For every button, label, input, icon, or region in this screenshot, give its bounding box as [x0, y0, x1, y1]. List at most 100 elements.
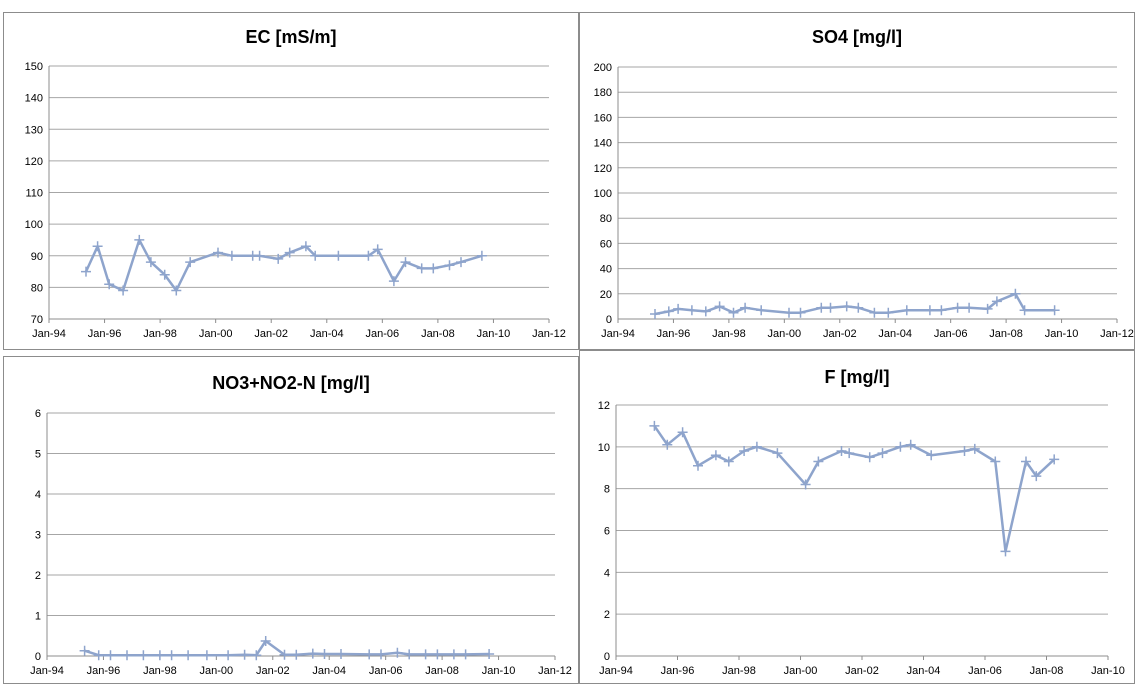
y-tick-label: 110 — [25, 188, 43, 200]
x-tick-label: Jan-04 — [907, 665, 941, 677]
data-point — [279, 649, 290, 660]
x-tick-label: Jan-06 — [366, 328, 400, 340]
data-point — [138, 650, 149, 661]
data-point — [816, 302, 827, 313]
y-tick-label: 130 — [25, 124, 43, 136]
data-point — [372, 244, 383, 255]
data-point — [456, 257, 466, 268]
y-tick-label: 70 — [31, 314, 43, 326]
data-point — [122, 650, 132, 661]
x-tick-label: Jan-96 — [657, 328, 691, 340]
data-point — [416, 263, 427, 274]
data-point — [895, 441, 906, 452]
data-point — [273, 253, 284, 264]
data-point — [363, 250, 374, 261]
data-point — [924, 305, 935, 316]
x-tick-label: Jan-00 — [768, 328, 802, 340]
x-tick-label: Jan-98 — [722, 665, 756, 677]
data-point — [714, 301, 725, 312]
data-point — [79, 645, 90, 656]
y-tick-label: 120 — [25, 156, 43, 168]
y-tick-label: 2 — [35, 570, 41, 582]
data-point — [901, 305, 912, 316]
y-tick-label: 40 — [600, 264, 612, 276]
x-tick-label: Jan-00 — [199, 328, 233, 340]
x-tick-label: Jan-10 — [477, 328, 511, 340]
x-tick-label: Jan-12 — [1100, 328, 1134, 340]
data-point — [784, 307, 794, 318]
ec-chart-plot: 70 80 90 100 110 120 130 140 150 Jan-94 Jan-96 Jan-… — [25, 61, 566, 340]
data-point — [223, 650, 234, 661]
data-point — [1010, 288, 1021, 299]
x-tick-label: Jan-98 — [712, 328, 746, 340]
data-point — [686, 305, 697, 316]
x-tick-label: Jan-00 — [784, 665, 818, 677]
x-tick-label: Jan-06 — [369, 665, 403, 677]
data-point — [677, 427, 688, 438]
chart-title: NO3+NO2-N [mg/l] — [212, 373, 370, 393]
data-point — [740, 302, 751, 313]
data-point — [936, 305, 947, 316]
x-tick-label: Jan-06 — [968, 665, 1002, 677]
x-tick-label: Jan-10 — [1091, 665, 1125, 677]
data-point — [883, 307, 894, 318]
x-tick-label: Jan-10 — [1045, 328, 1079, 340]
data-point — [982, 303, 993, 314]
data-point — [92, 241, 103, 252]
so4-chart-panel: SO4 [mg/l] 0 20 40 60 80 100 120 140 160 180 200 Ja… — [579, 12, 1135, 350]
chart-title: SO4 [mg/l] — [811, 27, 902, 47]
data-point — [93, 650, 104, 661]
data-point — [448, 649, 459, 660]
data-point — [841, 301, 852, 312]
data-point — [201, 650, 212, 661]
data-point — [284, 247, 295, 258]
y-tick-label: 20 — [600, 289, 612, 301]
x-tick-label: Jan-94 — [32, 328, 66, 340]
data-point — [649, 420, 660, 431]
x-tick-label: Jan-12 — [538, 665, 572, 677]
y-tick-label: 200 — [594, 62, 612, 74]
data-point — [739, 446, 750, 456]
x-tick-label: Jan-98 — [143, 328, 177, 340]
x-tick-label: Jan-10 — [482, 665, 516, 677]
data-point — [877, 448, 888, 459]
data-point — [134, 234, 145, 245]
x-tick-label: Jan-04 — [310, 328, 344, 340]
no3-no2-n-chart-plot: 0 1 2 3 4 5 6 Jan-94 Jan-96 Jan-98 Jan-00 Jan-02 Jan… — [30, 408, 572, 677]
y-tick-label: 0 — [606, 314, 612, 326]
y-tick-label: 5 — [35, 449, 41, 461]
y-tick-label: 6 — [604, 526, 610, 538]
data-point — [213, 247, 223, 258]
y-tick-label: 80 — [31, 282, 43, 294]
data-point — [844, 448, 855, 459]
data-point — [673, 303, 684, 314]
data-point — [795, 307, 806, 318]
y-tick-label: 8 — [604, 484, 610, 496]
data-point — [756, 305, 767, 316]
y-tick-label: 0 — [604, 651, 610, 663]
data-point — [159, 269, 170, 280]
data-point — [432, 649, 443, 660]
data-point — [710, 450, 721, 461]
data-point — [772, 448, 783, 459]
y-tick-label: 100 — [25, 219, 43, 231]
x-tick-label: Jan-06 — [934, 328, 968, 340]
y-tick-label: 90 — [31, 251, 43, 263]
data-point — [869, 307, 880, 318]
x-tick-label: Jan-08 — [425, 665, 459, 677]
x-tick-label: Jan-08 — [989, 328, 1023, 340]
data-point — [959, 446, 970, 456]
data-point — [105, 650, 116, 661]
data-point — [291, 649, 302, 660]
chart-title: EC [mS/m] — [245, 27, 337, 47]
data-point — [171, 285, 182, 296]
data-point — [154, 650, 165, 661]
x-tick-label: Jan-02 — [845, 665, 879, 677]
y-tick-label: 140 — [25, 93, 43, 105]
data-point — [300, 241, 311, 252]
so4-chart-plot: 0 20 40 60 80 100 120 140 160 180 200 Jan-94 Jan-96 J… — [594, 62, 1134, 340]
data-point — [905, 439, 916, 450]
data-point — [693, 460, 703, 471]
ec-chart-panel: EC [mS/m] 70 80 90 100 110 120 130 140 150 Jan-94… — [3, 12, 579, 350]
y-tick-label: 12 — [598, 400, 610, 412]
